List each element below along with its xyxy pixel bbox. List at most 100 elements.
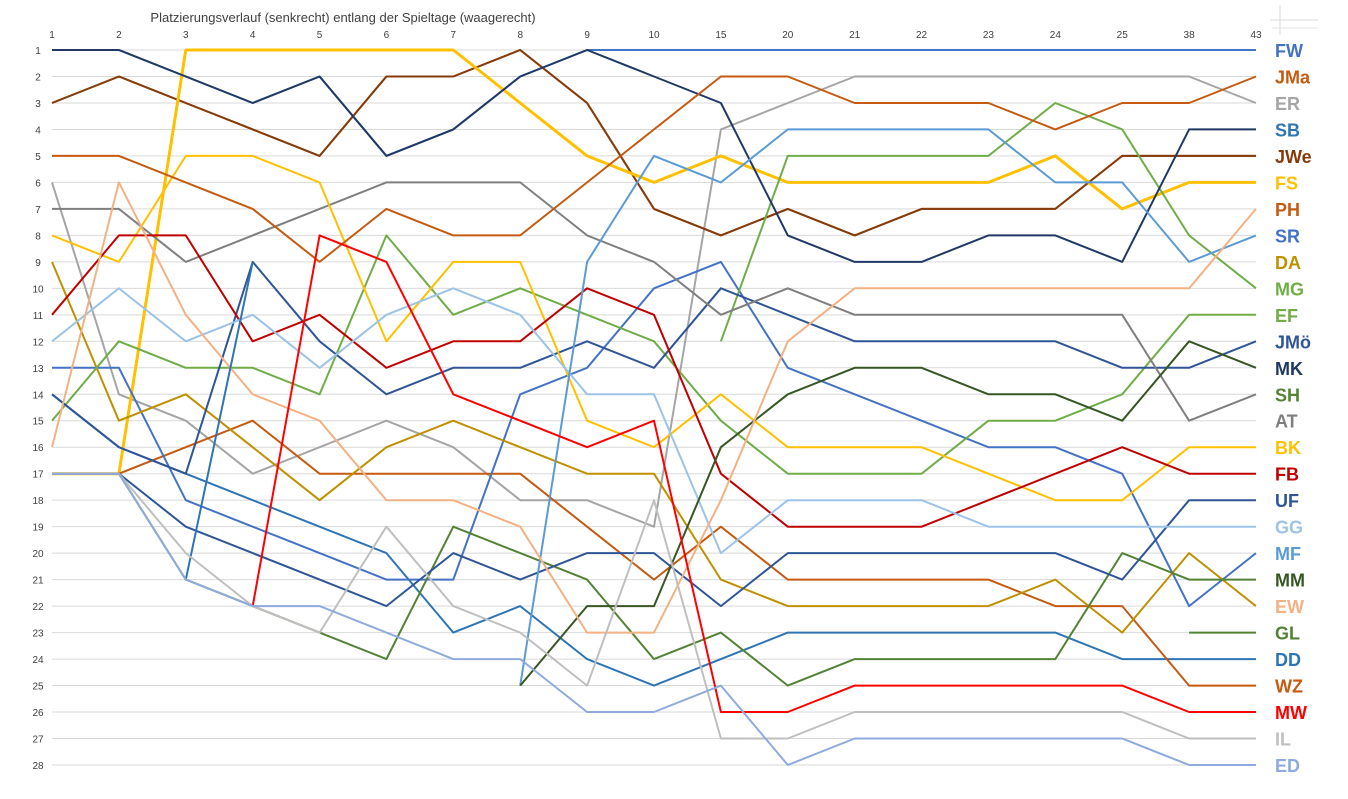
x-tick-label: 24 bbox=[1050, 30, 1062, 41]
legend-entry-AT: AT bbox=[1275, 412, 1298, 432]
y-tick-label: 8 bbox=[35, 231, 41, 242]
series-line-BK bbox=[51, 154, 1256, 502]
legend-entry-SH: SH bbox=[1275, 385, 1300, 405]
legend-entry-ED: ED bbox=[1275, 756, 1300, 776]
legend-entry-GL: GL bbox=[1275, 624, 1300, 644]
x-tick-label: 1 bbox=[49, 30, 55, 41]
series-line-FB bbox=[51, 234, 1256, 528]
y-tick-label: 16 bbox=[32, 443, 44, 454]
x-tick-label: 4 bbox=[250, 30, 256, 41]
y-axis-ticks: 1234567891011121314151617181920212223242… bbox=[32, 46, 44, 772]
y-tick-label: 13 bbox=[32, 364, 44, 375]
x-tick-label: 10 bbox=[648, 30, 660, 41]
legend-entry-MK: MK bbox=[1275, 359, 1303, 379]
y-tick-label: 9 bbox=[35, 258, 41, 269]
series-line-ER bbox=[51, 75, 1257, 528]
x-tick-label: 23 bbox=[983, 30, 995, 41]
x-tick-label: 2 bbox=[116, 30, 122, 41]
y-tick-label: 10 bbox=[32, 284, 44, 295]
x-tick-label: 38 bbox=[1184, 30, 1196, 41]
y-tick-label: 4 bbox=[35, 125, 41, 136]
series-line-FS bbox=[52, 48, 1256, 476]
legend-entry-MG: MG bbox=[1275, 279, 1304, 299]
x-tick-label: 8 bbox=[517, 30, 523, 41]
legend-entry-FS: FS bbox=[1275, 173, 1298, 193]
legend-entry-UF: UF bbox=[1275, 491, 1299, 511]
y-tick-label: 17 bbox=[32, 470, 44, 481]
y-tick-label: 26 bbox=[32, 708, 44, 719]
legend-entry-DD: DD bbox=[1275, 650, 1301, 670]
y-tick-label: 7 bbox=[35, 205, 41, 216]
series-line-DA bbox=[51, 261, 1257, 634]
series-line-MM bbox=[519, 340, 1257, 687]
series-line-SR bbox=[52, 260, 1257, 608]
y-tick-label: 11 bbox=[33, 311, 44, 322]
legend-entry-EF: EF bbox=[1275, 306, 1298, 326]
y-tick-label: 15 bbox=[32, 417, 44, 428]
series-line-EF bbox=[719, 102, 1257, 342]
legend-entry-SR: SR bbox=[1275, 226, 1300, 246]
x-tick-label: 6 bbox=[384, 30, 390, 41]
y-tick-label: 3 bbox=[35, 99, 41, 110]
x-tick-label: 25 bbox=[1117, 30, 1129, 41]
series-line-EW bbox=[51, 181, 1257, 634]
legend-entry-FW: FW bbox=[1275, 41, 1303, 61]
series-line-MG bbox=[51, 234, 1256, 475]
series-line-PH bbox=[52, 419, 1256, 687]
y-tick-label: 12 bbox=[32, 337, 44, 348]
series-line-AT bbox=[52, 181, 1257, 422]
series-line-MK bbox=[52, 49, 1256, 263]
y-tick-label: 28 bbox=[32, 761, 44, 772]
series-line-WZ bbox=[52, 75, 1257, 263]
x-tick-label: 20 bbox=[782, 30, 794, 41]
series-line-SB bbox=[51, 393, 1256, 687]
legend-entry-ER: ER bbox=[1275, 94, 1300, 114]
legend-entry-PH: PH bbox=[1275, 200, 1300, 220]
y-tick-label: 14 bbox=[32, 390, 44, 401]
x-tick-label: 7 bbox=[451, 30, 457, 41]
y-tick-label: 21 bbox=[32, 576, 44, 587]
series-line-GG bbox=[51, 287, 1256, 555]
legend-entry-MM: MM bbox=[1275, 571, 1305, 591]
legend-entry-MW: MW bbox=[1275, 703, 1307, 723]
x-tick-label: 43 bbox=[1250, 30, 1262, 41]
legend-entry-JMa: JMa bbox=[1275, 67, 1311, 87]
y-tick-label: 6 bbox=[35, 178, 41, 189]
y-tick-label: 27 bbox=[32, 735, 44, 746]
chart-title: Platzierungsverlauf (senkrecht) entlang … bbox=[150, 10, 535, 25]
legend-entry-MF: MF bbox=[1275, 544, 1301, 564]
series-line-DD bbox=[184, 261, 254, 580]
y-tick-label: 20 bbox=[32, 549, 44, 560]
series-line-MW bbox=[251, 234, 1256, 713]
legend-entry-IL: IL bbox=[1275, 730, 1291, 750]
series-line-JWe bbox=[51, 49, 1256, 237]
y-tick-label: 25 bbox=[32, 682, 44, 693]
x-tick-label: 3 bbox=[183, 30, 189, 41]
y-tick-label: 2 bbox=[35, 72, 41, 83]
y-tick-label: 18 bbox=[32, 496, 44, 507]
legend-entry-WZ: WZ bbox=[1275, 677, 1303, 697]
x-tick-label: 15 bbox=[715, 30, 727, 41]
legend-marker-icon bbox=[1270, 5, 1318, 35]
series-line-MF bbox=[519, 128, 1257, 686]
y-tick-label: 22 bbox=[32, 602, 44, 613]
y-tick-label: 5 bbox=[35, 152, 41, 163]
y-tick-label: 1 bbox=[35, 46, 41, 57]
legend-entry-JWe: JWe bbox=[1275, 147, 1312, 167]
x-tick-label: 9 bbox=[584, 30, 590, 41]
legend-entry-SB: SB bbox=[1275, 120, 1300, 140]
legend-entry-DA: DA bbox=[1275, 253, 1301, 273]
x-axis-ticks: 1 2 3 4 5 6 7 8 9 10 15 20 21 22 23 24 25 38 43 bbox=[49, 30, 1262, 41]
legend-entry-EW: EW bbox=[1275, 597, 1304, 617]
legend-entry-JMö: JMö bbox=[1275, 332, 1311, 352]
y-tick-label: 23 bbox=[32, 629, 44, 640]
y-tick-label: 24 bbox=[32, 655, 44, 666]
series-line-ED bbox=[52, 472, 1256, 766]
legend: FW JMa ER SB JWe FS PH SR DA MG EF JMö MK SH AT BK FB UF G… bbox=[1275, 41, 1312, 776]
legend-entry-BK: BK bbox=[1275, 438, 1301, 458]
series-lines bbox=[51, 48, 1257, 766]
x-tick-label: 5 bbox=[317, 30, 323, 41]
x-tick-label: 22 bbox=[916, 30, 928, 41]
legend-entry-FB: FB bbox=[1275, 465, 1299, 485]
